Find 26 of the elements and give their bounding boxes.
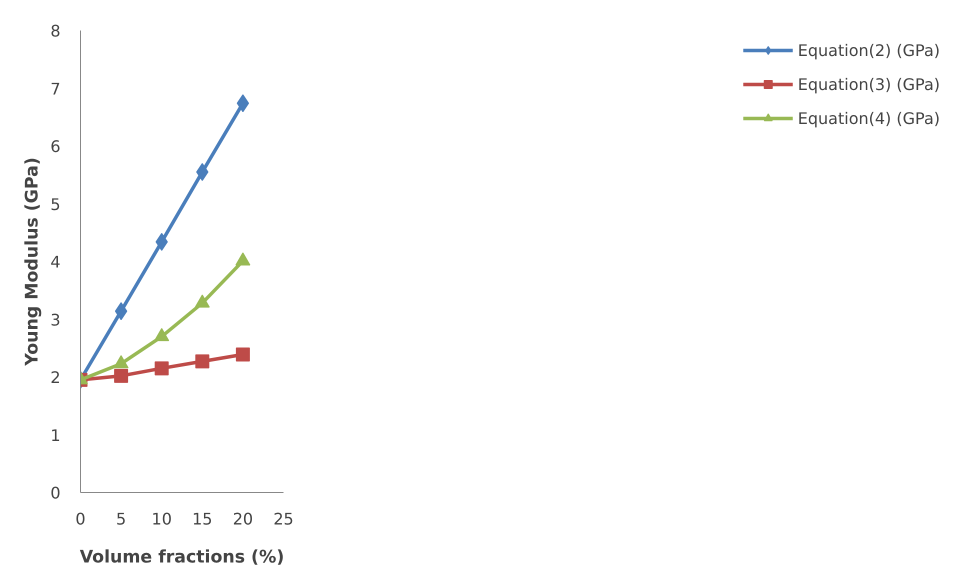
- x-tick-label: 5: [116, 510, 126, 528]
- y-tick-label: 7: [50, 79, 61, 98]
- x-tick-label: 20: [232, 510, 254, 528]
- y-tick-label: 3: [50, 310, 61, 330]
- y-tick-label: 4: [50, 252, 61, 272]
- y-tick-label: 6: [50, 137, 61, 156]
- point: [195, 354, 210, 368]
- point: [114, 302, 128, 320]
- x-axis-title: Volume fractions (%): [80, 548, 284, 568]
- point: [154, 361, 169, 376]
- y-tick-label: 8: [50, 22, 61, 40]
- y-axis-title: Young Modulus (GPa): [22, 157, 42, 367]
- y-tick-label: 2: [50, 368, 61, 387]
- point: [236, 347, 250, 362]
- point: [236, 94, 250, 112]
- legend-label: Equation(4) (GPa): [798, 108, 940, 128]
- y-tick-label: 0: [50, 484, 61, 502]
- y-tick-label: 5: [50, 194, 61, 214]
- legend-label: Equation(2) (GPa): [798, 40, 940, 60]
- x-tick-label: 10: [152, 510, 172, 528]
- point: [114, 368, 128, 383]
- x-tick-label: 0: [75, 510, 86, 528]
- x-tick-label: 25: [273, 510, 294, 528]
- y-tick-label: 1: [50, 426, 61, 445]
- x-tick-label: 15: [192, 510, 212, 528]
- legend-label: Equation(3) (GPa): [798, 74, 940, 94]
